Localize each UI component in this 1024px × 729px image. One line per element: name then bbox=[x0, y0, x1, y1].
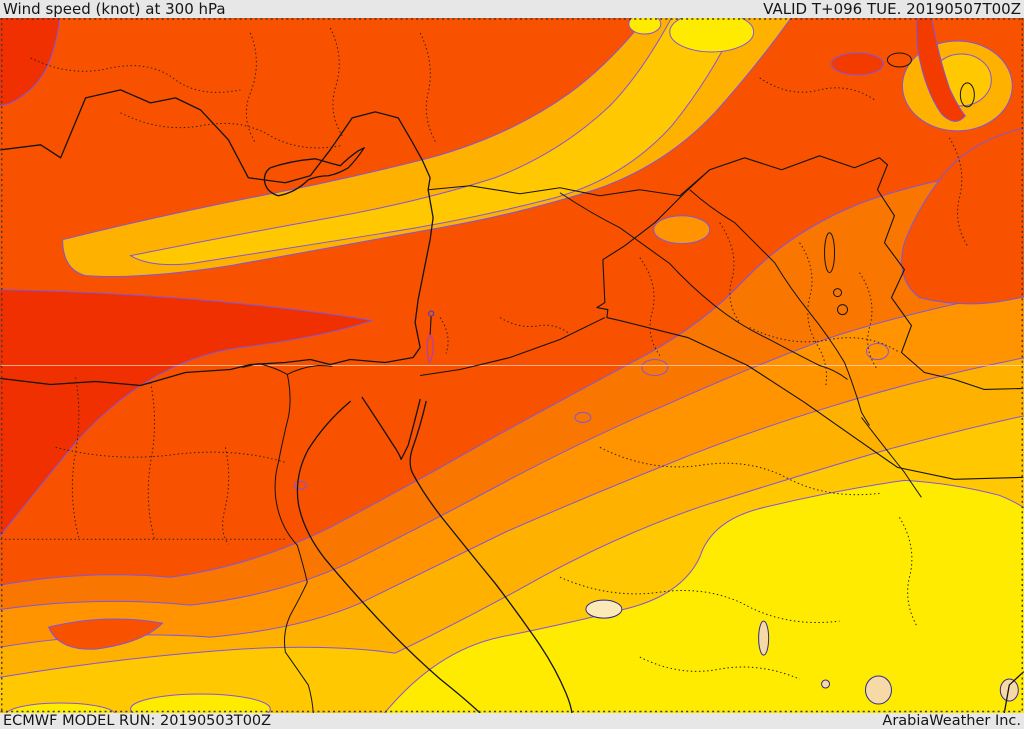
nile-river bbox=[274, 374, 314, 713]
nile-delta-west-branch bbox=[242, 362, 288, 375]
jordan-river-line bbox=[429, 316, 432, 335]
yellow-strip-south-1 bbox=[130, 693, 271, 713]
admin-line bbox=[71, 377, 80, 538]
contour-ring-1 bbox=[865, 343, 889, 361]
cyprus-island bbox=[263, 147, 365, 197]
sinai-peninsula-coast bbox=[361, 396, 421, 461]
sea-of-galilee bbox=[428, 310, 435, 317]
orange-hole-syria bbox=[653, 215, 711, 245]
contour-ring-4 bbox=[293, 480, 307, 490]
contour-rings bbox=[293, 343, 889, 490]
jet-core-red-corner bbox=[0, 18, 61, 107]
border-iraq-saudi bbox=[619, 320, 1024, 480]
lake-tharthar bbox=[824, 232, 836, 274]
tigris-river bbox=[689, 189, 870, 426]
valid-time-label: VALID T+096 TUE. 20190507T00Z bbox=[763, 0, 1021, 18]
admin-line bbox=[859, 272, 878, 370]
contour-ring-2 bbox=[641, 359, 669, 376]
admin-line bbox=[948, 137, 968, 246]
admin-line bbox=[499, 317, 569, 333]
border-turkey-syria-iraq-iran bbox=[428, 155, 1024, 391]
red-sea-african-coast bbox=[296, 400, 481, 713]
admin-line bbox=[639, 656, 800, 680]
map-frame bbox=[0, 18, 1024, 713]
admin-line bbox=[899, 517, 918, 628]
band-yellow-saudi bbox=[384, 479, 1024, 713]
model-run-label: ECMWF MODEL RUN: 20190503T00Z bbox=[3, 713, 272, 729]
yellow-spot-taurus-1 bbox=[669, 18, 755, 53]
cream-sliver bbox=[758, 620, 770, 656]
border-jordan-east-hiccup bbox=[596, 259, 620, 322]
admin-line bbox=[120, 112, 341, 149]
dark-streak-zagros bbox=[915, 18, 966, 122]
lake-razzaza bbox=[837, 304, 849, 316]
admin-line bbox=[30, 57, 241, 93]
admin-line bbox=[55, 446, 286, 463]
admin-line bbox=[147, 382, 155, 540]
admin-line bbox=[419, 32, 437, 144]
footer-bar: ECMWF MODEL RUN: 20190503T00Z ArabiaWeat… bbox=[0, 713, 1024, 729]
country-borders bbox=[420, 155, 1024, 480]
contour-ring-3 bbox=[574, 411, 592, 423]
shatt-al-arab bbox=[861, 417, 922, 498]
red-sea-arabian-coast bbox=[409, 400, 573, 713]
persian-gulf-tip bbox=[1003, 671, 1024, 713]
lake-urmia bbox=[959, 82, 975, 108]
lakes bbox=[426, 52, 975, 364]
admin-line bbox=[329, 27, 343, 137]
nile-delta-east-branch bbox=[287, 365, 333, 375]
band-orange-red bbox=[0, 18, 1024, 586]
cream-dot bbox=[821, 679, 831, 689]
page-title: Wind speed (knot) at 300 hPa bbox=[3, 0, 226, 18]
dark-blob-vanarea bbox=[831, 52, 884, 76]
lake-habbaniyah bbox=[833, 288, 843, 298]
orange-red-lens-sw bbox=[47, 618, 164, 650]
admin-line bbox=[749, 327, 900, 353]
admin-line bbox=[799, 242, 828, 388]
jet-core-red-streak bbox=[0, 289, 373, 537]
border-jordan-saudi bbox=[420, 317, 606, 377]
pale-lens-nafud bbox=[585, 599, 623, 619]
admin-line bbox=[599, 446, 880, 496]
rivers bbox=[242, 189, 922, 713]
map-canvas bbox=[0, 18, 1024, 713]
yellow-spot-taurus-2 bbox=[628, 18, 662, 35]
brand-label: ArabiaWeather Inc. bbox=[882, 713, 1021, 729]
admin-line bbox=[759, 77, 875, 101]
admin-boundaries bbox=[0, 27, 968, 680]
lake-van bbox=[886, 52, 912, 68]
yellow-strip-south-2 bbox=[5, 702, 116, 713]
dead-sea bbox=[426, 333, 434, 364]
euphrates-river bbox=[559, 192, 848, 380]
wind-map-svg bbox=[0, 18, 1024, 713]
admin-line bbox=[559, 576, 840, 623]
border-syria-iraq bbox=[602, 169, 711, 261]
cream-blob-1 bbox=[864, 675, 892, 705]
header-bar: Wind speed (knot) at 300 hPa VALID T+096… bbox=[0, 0, 1024, 18]
orange-red-blob-east bbox=[901, 127, 1024, 305]
light-wedge-amber bbox=[62, 18, 792, 278]
cream-blob-corner bbox=[999, 678, 1019, 702]
